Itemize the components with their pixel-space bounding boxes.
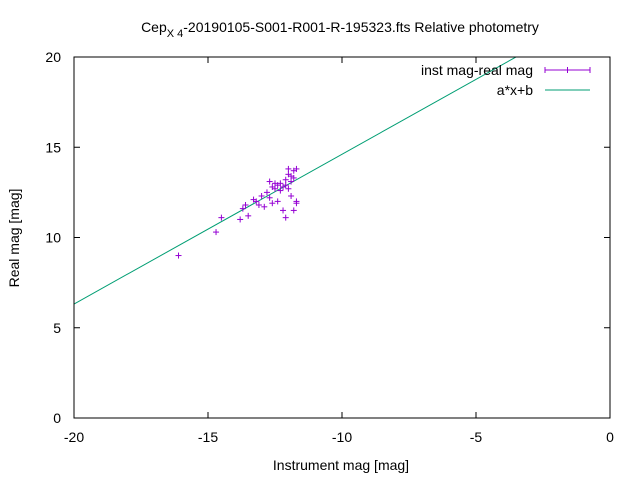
data-point [282, 182, 289, 189]
y-tick-label: 0 [53, 410, 61, 426]
data-point [253, 198, 260, 205]
x-tick-label: -15 [198, 429, 218, 445]
data-point [263, 189, 270, 196]
y-tick-label: 20 [45, 49, 61, 65]
y-axis-label: Real mag [mag] [6, 189, 22, 288]
chart-title-subscript: X 4 [167, 28, 184, 40]
y-tick-label: 5 [53, 320, 61, 336]
data-point [285, 165, 292, 172]
data-point [218, 214, 225, 221]
data-point [239, 205, 246, 212]
data-point [282, 176, 289, 183]
data-point [290, 207, 297, 214]
data-point [280, 207, 287, 214]
plot-area [74, 57, 518, 305]
data-point [255, 202, 262, 209]
legend-label-inst-mag: inst mag-real mag [421, 62, 533, 78]
data-point [245, 212, 252, 219]
data-point [242, 202, 249, 209]
chart-title: CepX 4-20190105-S001-R001-R-195323.fts R… [141, 19, 539, 40]
data-point [266, 194, 273, 201]
x-tick-label: -10 [332, 429, 352, 445]
data-point [293, 200, 300, 207]
data-point [277, 187, 284, 194]
data-point [293, 165, 300, 172]
data-point [258, 192, 265, 199]
chart-title-main: Cep [141, 19, 167, 35]
data-point [290, 174, 297, 181]
data-point [269, 200, 276, 207]
data-point [213, 229, 220, 236]
plot-frame [73, 56, 611, 419]
legend-label-fit: a*x+b [497, 82, 533, 98]
chart-title-rest: -20190105-S001-R001-R-195323.fts Relativ… [183, 19, 539, 35]
axis-ticks: -20 -15 -10 -5 0 0 5 10 15 20 [45, 49, 614, 445]
data-point [266, 178, 273, 185]
legend-sample-inst-mag [544, 67, 591, 73]
x-tick-label: -5 [470, 429, 483, 445]
x-axis-label: Instrument mag [mag] [273, 457, 409, 473]
x-tick-label: 0 [606, 429, 614, 445]
data-point [175, 252, 182, 259]
data-point [277, 180, 284, 187]
data-point [261, 203, 268, 210]
y-tick-label: 15 [45, 139, 61, 155]
data-point [288, 192, 295, 199]
data-point [272, 185, 278, 192]
legend: inst mag-real mag a*x+b [421, 62, 591, 98]
data-point [274, 198, 281, 205]
data-point [285, 185, 292, 192]
y-tick-label: 10 [45, 230, 61, 246]
data-point [237, 216, 244, 223]
fit-line [74, 57, 518, 305]
data-point [282, 214, 289, 221]
x-tick-label: -20 [64, 429, 84, 445]
data-point [288, 178, 295, 185]
